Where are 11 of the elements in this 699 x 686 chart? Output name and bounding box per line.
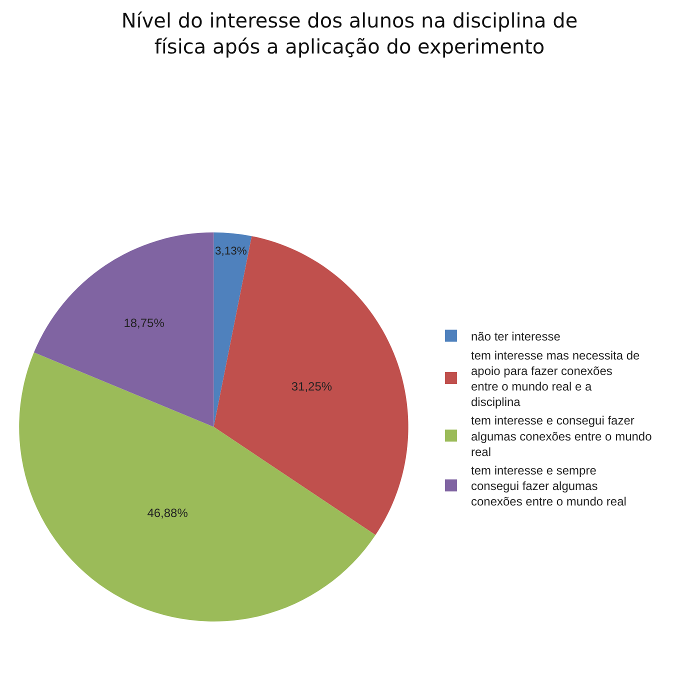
- data-label: 3,13%: [214, 245, 247, 258]
- data-label: 18,75%: [124, 316, 165, 330]
- legend-label: não ter interesse: [470, 329, 561, 344]
- data-label: 46,88%: [147, 506, 188, 520]
- chart-title: Nível do interesse dos alunos na disciplina de física após a aplicação do experimento: [121, 8, 578, 58]
- pie-slice: [19, 352, 376, 622]
- pie-slice: [34, 232, 214, 427]
- pie-slice: [214, 232, 252, 427]
- pie-slice: [214, 236, 408, 536]
- data-label: 31,25%: [291, 379, 332, 394]
- legend-label: tem interesse e sempre consegui fazer algumas conexões entre o mundo real: [470, 463, 626, 509]
